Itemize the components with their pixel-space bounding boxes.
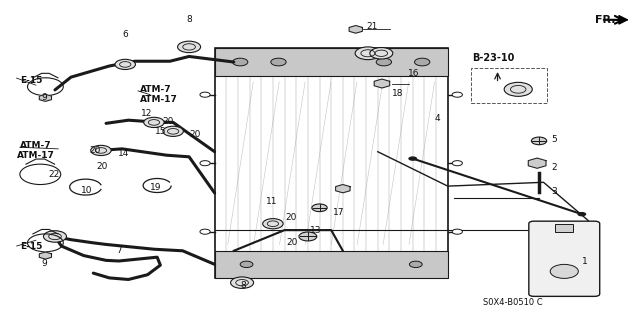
FancyBboxPatch shape (529, 221, 600, 296)
Text: 19: 19 (150, 183, 162, 192)
Circle shape (355, 47, 381, 60)
Circle shape (200, 161, 210, 166)
Circle shape (577, 212, 586, 216)
Text: 17: 17 (333, 208, 345, 217)
Text: FR.: FR. (595, 15, 615, 25)
Text: 16: 16 (408, 69, 420, 78)
Circle shape (177, 41, 200, 52)
Circle shape (262, 219, 283, 229)
Text: 8: 8 (186, 15, 192, 24)
Circle shape (452, 161, 463, 166)
Circle shape (271, 58, 286, 66)
Text: 18: 18 (392, 89, 403, 98)
Circle shape (299, 232, 317, 241)
Text: 9: 9 (41, 259, 47, 268)
Circle shape (452, 229, 463, 234)
Polygon shape (39, 252, 51, 259)
Circle shape (452, 92, 463, 97)
Circle shape (115, 59, 136, 69)
Bar (214, 49, 448, 76)
Circle shape (408, 156, 417, 161)
Polygon shape (528, 158, 546, 168)
Text: ATM-7: ATM-7 (20, 141, 51, 150)
Text: ATM-17: ATM-17 (140, 95, 178, 104)
Text: S0X4-B0510 C: S0X4-B0510 C (483, 298, 543, 307)
Bar (470, 68, 547, 103)
Text: 7: 7 (116, 246, 122, 255)
Circle shape (240, 261, 253, 268)
Text: ATM-17: ATM-17 (17, 151, 54, 160)
Text: 11: 11 (266, 197, 278, 206)
Circle shape (200, 92, 210, 97)
Text: 6: 6 (122, 30, 128, 39)
Text: 20: 20 (89, 146, 100, 155)
Text: ATM-7: ATM-7 (140, 85, 172, 94)
Text: 2: 2 (551, 164, 557, 172)
Circle shape (410, 261, 422, 268)
Circle shape (370, 48, 393, 59)
Circle shape (44, 231, 67, 242)
Bar (555, 224, 573, 232)
Text: 20: 20 (285, 213, 297, 222)
Circle shape (232, 58, 248, 66)
Circle shape (200, 229, 210, 234)
Text: 8: 8 (241, 281, 246, 290)
Text: 10: 10 (81, 186, 93, 195)
Circle shape (312, 204, 327, 212)
Text: 13: 13 (310, 226, 321, 235)
Circle shape (91, 145, 111, 156)
Circle shape (163, 126, 183, 136)
Text: 20: 20 (190, 130, 201, 139)
Text: E-15: E-15 (20, 242, 42, 251)
Text: 5: 5 (551, 135, 557, 144)
Circle shape (144, 117, 164, 127)
Text: 4: 4 (435, 114, 440, 123)
Polygon shape (335, 185, 350, 193)
Text: 12: 12 (141, 109, 152, 118)
Polygon shape (39, 94, 51, 101)
Circle shape (531, 137, 547, 145)
Bar (214, 49, 448, 278)
Text: 3: 3 (551, 188, 557, 196)
Circle shape (550, 264, 579, 278)
Text: 20: 20 (287, 238, 298, 247)
Text: B-23-10: B-23-10 (472, 53, 515, 63)
Text: 21: 21 (366, 22, 378, 31)
Circle shape (415, 58, 430, 66)
Text: 15: 15 (155, 127, 166, 136)
FancyArrowPatch shape (604, 16, 623, 24)
Text: 1: 1 (582, 258, 588, 267)
Polygon shape (374, 79, 390, 88)
Circle shape (504, 82, 532, 96)
Circle shape (230, 277, 253, 288)
Bar (214, 251, 448, 278)
Text: E-15: E-15 (20, 76, 42, 85)
Text: 14: 14 (118, 149, 130, 158)
Polygon shape (349, 26, 362, 33)
Text: 22: 22 (48, 170, 60, 179)
Text: 9: 9 (41, 93, 47, 102)
Text: 20: 20 (163, 117, 173, 126)
Circle shape (376, 58, 392, 66)
Text: 20: 20 (96, 162, 108, 171)
